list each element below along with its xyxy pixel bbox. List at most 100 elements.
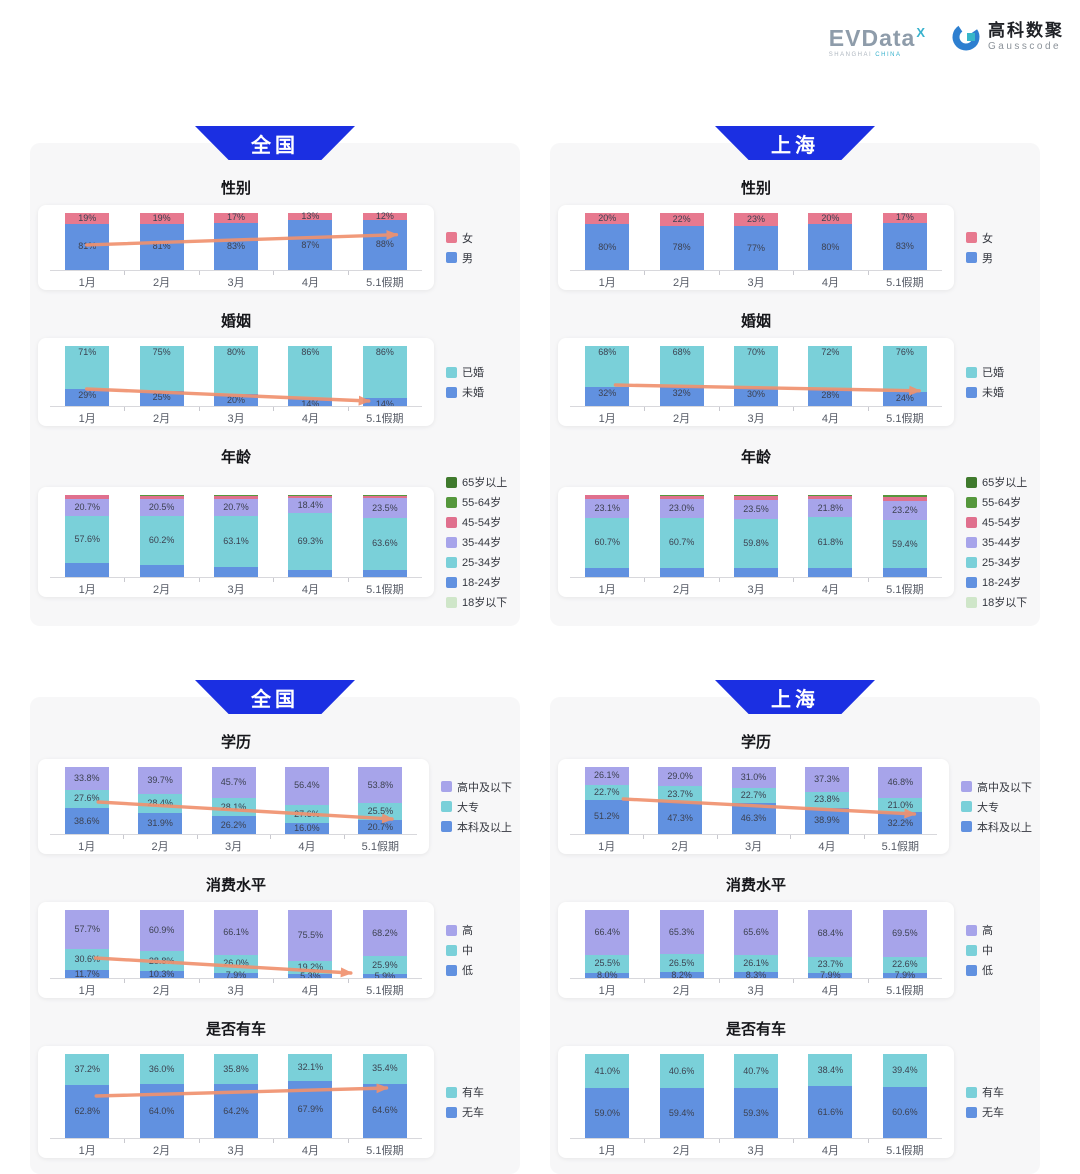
segment-无车[interactable]: 59.0%	[585, 1088, 629, 1138]
segment-大专[interactable]: 21.0%	[878, 798, 922, 812]
legend-item-大专[interactable]: 大专	[441, 799, 512, 815]
segment-25-34岁[interactable]: 69.3%	[288, 513, 332, 570]
segment-35-44岁[interactable]: 23.1%	[585, 499, 629, 518]
segment-35-44岁[interactable]: 23.5%	[734, 500, 778, 519]
segment-男[interactable]: 80%	[585, 224, 629, 270]
segment-女[interactable]: 20%	[585, 213, 629, 224]
legend-item-高[interactable]: 高	[446, 922, 473, 938]
segment-无车[interactable]: 61.6%	[808, 1086, 852, 1138]
segment-无车[interactable]: 64.2%	[214, 1084, 258, 1138]
segment-未婚[interactable]: 30%	[734, 388, 778, 406]
segment-35-44岁[interactable]: 23.0%	[660, 499, 704, 518]
legend-item-未婚[interactable]: 未婚	[446, 384, 484, 400]
segment-本科及以上[interactable]: 38.6%	[65, 808, 109, 834]
segment-男[interactable]: 88%	[363, 220, 407, 270]
segment-本科及以上[interactable]: 32.2%	[878, 812, 922, 834]
segment-女[interactable]: 17%	[214, 213, 258, 223]
legend-item-女[interactable]: 女	[446, 230, 473, 246]
legend-item-本科及以上[interactable]: 本科及以上	[441, 819, 512, 835]
segment-男[interactable]: 83%	[214, 223, 258, 270]
segment-大专[interactable]: 28.1%	[212, 798, 256, 817]
segment-25-34岁[interactable]: 63.1%	[214, 516, 258, 568]
legend-item-55-64岁[interactable]: 55-64岁	[966, 494, 1027, 510]
segment-18-24岁[interactable]	[808, 568, 852, 577]
segment-未婚[interactable]: 20%	[214, 394, 258, 406]
segment-低[interactable]: 10.3%	[140, 971, 184, 978]
segment-18-24岁[interactable]	[140, 565, 184, 576]
segment-本科及以上[interactable]: 20.7%	[358, 820, 402, 834]
segment-无车[interactable]: 64.0%	[140, 1084, 184, 1138]
segment-本科及以上[interactable]: 38.9%	[805, 808, 849, 834]
segment-有车[interactable]: 40.6%	[660, 1054, 704, 1088]
segment-未婚[interactable]: 32%	[585, 387, 629, 406]
segment-本科及以上[interactable]: 46.3%	[732, 803, 776, 834]
segment-25-34岁[interactable]: 60.7%	[585, 518, 629, 568]
segment-高[interactable]: 65.3%	[660, 910, 704, 954]
segment-女[interactable]: 17%	[883, 213, 927, 223]
legend-item-中[interactable]: 中	[966, 942, 993, 958]
legend-item-18-24岁[interactable]: 18-24岁	[966, 574, 1027, 590]
segment-大专[interactable]: 23.8%	[805, 792, 849, 808]
segment-高中及以下[interactable]: 46.8%	[878, 767, 922, 798]
segment-低[interactable]: 11.7%	[65, 970, 109, 978]
segment-有车[interactable]: 39.4%	[883, 1054, 927, 1087]
legend-item-高[interactable]: 高	[966, 922, 993, 938]
segment-无车[interactable]: 64.6%	[363, 1084, 407, 1138]
legend-item-男[interactable]: 男	[446, 250, 473, 266]
legend-item-18岁以下[interactable]: 18岁以下	[966, 594, 1027, 610]
segment-女[interactable]: 13%	[288, 213, 332, 220]
segment-男[interactable]: 87%	[288, 220, 332, 270]
segment-高中及以下[interactable]: 39.7%	[138, 767, 182, 794]
segment-有车[interactable]: 35.8%	[214, 1054, 258, 1084]
segment-25-34岁[interactable]: 59.4%	[883, 520, 927, 569]
segment-25-34岁[interactable]: 63.6%	[363, 518, 407, 570]
segment-35-44岁[interactable]: 21.8%	[808, 499, 852, 517]
legend-item-无车[interactable]: 无车	[966, 1104, 1004, 1120]
segment-有车[interactable]: 35.4%	[363, 1054, 407, 1084]
segment-未婚[interactable]: 32%	[660, 387, 704, 406]
segment-高中及以下[interactable]: 29.0%	[658, 767, 702, 786]
legend-item-18岁以下[interactable]: 18岁以下	[446, 594, 507, 610]
legend-item-45-54岁[interactable]: 45-54岁	[446, 514, 507, 530]
legend-item-65岁以上[interactable]: 65岁以上	[446, 474, 507, 490]
segment-已婚[interactable]: 76%	[883, 346, 927, 392]
segment-高[interactable]: 65.6%	[734, 910, 778, 955]
segment-大专[interactable]: 27.6%	[285, 805, 329, 823]
legend-item-中[interactable]: 中	[446, 942, 473, 958]
segment-高[interactable]: 75.5%	[288, 910, 332, 961]
segment-高中及以下[interactable]: 37.3%	[805, 767, 849, 792]
legend-item-大专[interactable]: 大专	[961, 799, 1032, 815]
segment-本科及以上[interactable]: 31.9%	[138, 813, 182, 834]
segment-35-44岁[interactable]: 18.4%	[288, 498, 332, 513]
segment-男[interactable]: 80%	[808, 224, 852, 270]
segment-男[interactable]: 81%	[140, 224, 184, 270]
segment-高中及以下[interactable]: 26.1%	[585, 767, 629, 784]
segment-本科及以上[interactable]: 47.3%	[658, 802, 702, 834]
segment-已婚[interactable]: 68%	[585, 346, 629, 387]
segment-大专[interactable]: 22.7%	[585, 785, 629, 800]
segment-男[interactable]: 77%	[734, 226, 778, 270]
legend-item-已婚[interactable]: 已婚	[966, 364, 1004, 380]
segment-本科及以上[interactable]: 26.2%	[212, 816, 256, 834]
segment-未婚[interactable]: 28%	[808, 389, 852, 406]
legend-item-55-64岁[interactable]: 55-64岁	[446, 494, 507, 510]
segment-未婚[interactable]: 29%	[65, 389, 109, 406]
segment-女[interactable]: 19%	[140, 213, 184, 224]
segment-高[interactable]: 66.4%	[585, 910, 629, 955]
segment-18-24岁[interactable]	[65, 563, 109, 576]
segment-高[interactable]: 69.5%	[883, 910, 927, 957]
segment-18-24岁[interactable]	[883, 568, 927, 576]
legend-item-25-34岁[interactable]: 25-34岁	[966, 554, 1027, 570]
legend-item-25-34岁[interactable]: 25-34岁	[446, 554, 507, 570]
segment-未婚[interactable]: 25%	[140, 391, 184, 406]
segment-本科及以上[interactable]: 16.0%	[285, 823, 329, 834]
legend-item-低[interactable]: 低	[446, 962, 473, 978]
segment-高[interactable]: 60.9%	[140, 910, 184, 951]
segment-高[interactable]: 68.2%	[363, 910, 407, 956]
segment-有车[interactable]: 36.0%	[140, 1054, 184, 1084]
segment-有车[interactable]: 41.0%	[585, 1054, 629, 1088]
segment-大专[interactable]: 27.6%	[65, 790, 109, 808]
segment-无车[interactable]: 59.3%	[734, 1088, 778, 1138]
segment-女[interactable]: 23%	[734, 213, 778, 226]
segment-高中及以下[interactable]: 31.0%	[732, 767, 776, 788]
